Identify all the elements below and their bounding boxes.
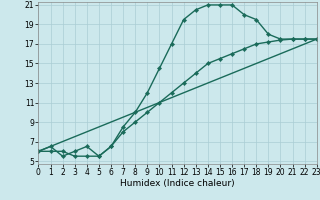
X-axis label: Humidex (Indice chaleur): Humidex (Indice chaleur)	[120, 179, 235, 188]
